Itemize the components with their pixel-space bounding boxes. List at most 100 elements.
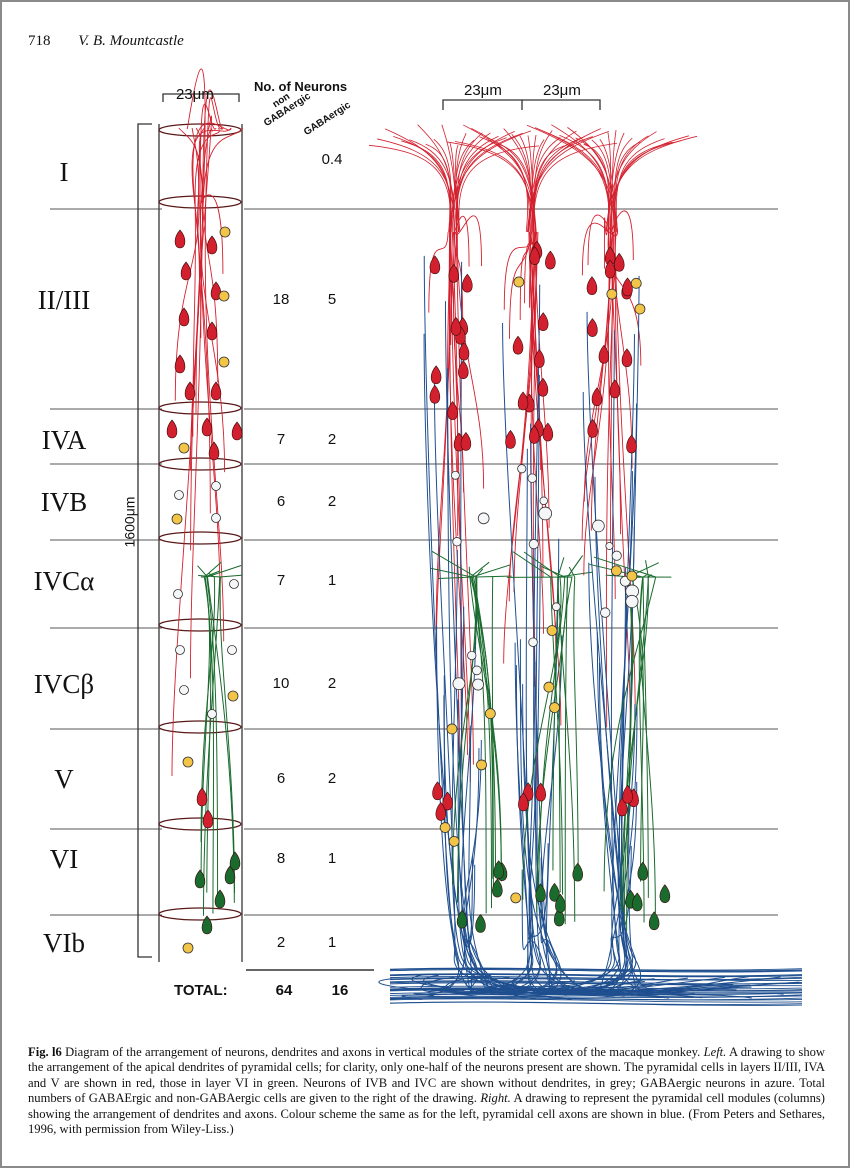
pyramidal-axon: [519, 639, 702, 999]
non-dendritic-neuron: [592, 519, 605, 533]
apical-dendrite-green: [430, 567, 487, 914]
non-dendritic-neuron: [179, 685, 189, 695]
pyramidal-soma: [537, 377, 549, 397]
apical-tuft: [456, 131, 515, 233]
layer-label: IVB: [40, 487, 88, 517]
pyramidal-soma: [542, 422, 554, 442]
non-gaba-count: 6: [276, 770, 286, 787]
column-ring: [158, 720, 242, 734]
gabaergic-neuron: [510, 892, 522, 904]
apical-tuft: [409, 139, 457, 233]
gabaergic-neuron: [630, 277, 642, 289]
pyramidal-soma: [231, 421, 243, 441]
pyramidal-soma-green: [201, 915, 213, 935]
non-dendritic-neuron: [229, 579, 239, 589]
layer-label: IVCα: [33, 566, 95, 596]
apical-tuft: [591, 139, 615, 233]
pyramidal-soma: [587, 419, 598, 438]
column-ring: [158, 457, 242, 471]
page-number: 718: [28, 33, 51, 49]
apical-dendrite: [611, 210, 634, 260]
column-ring: [158, 907, 242, 921]
pyramidal-axon: [451, 549, 800, 993]
gabaergic-neuron: [182, 942, 194, 954]
pyramidal-axon: [598, 705, 662, 994]
apical-tuft: [401, 140, 451, 233]
gabaergic-neuron: [476, 759, 487, 771]
non-gaba-count: 6: [276, 493, 286, 510]
pyramidal-soma: [430, 365, 442, 385]
apical-dendrite: [453, 215, 470, 267]
layer-label: I: [59, 157, 69, 187]
non-dendritic-neuron: [472, 678, 485, 691]
apical-dendrite-green: [491, 575, 494, 892]
non-gaba-count: 18: [272, 291, 290, 308]
axon-bundle: [389, 1001, 803, 1006]
apical-dendrite-green: [506, 576, 573, 893]
pyramidal-soma: [621, 348, 633, 368]
pyramidal-soma-green: [631, 892, 643, 912]
non-dendritic-neuron: [211, 481, 221, 491]
apical-dendrite: [204, 97, 225, 642]
figure-diagram: [50, 68, 803, 1006]
pyramidal-soma: [174, 229, 186, 249]
pyramidal-soma: [458, 341, 470, 361]
non-gaba-count: 2: [276, 934, 286, 951]
apical-tuft: [528, 137, 561, 233]
pyramidal-axon: [460, 261, 725, 992]
apical-dendrite-green: [568, 566, 579, 879]
non-dendritic-neuron: [452, 537, 462, 547]
pyramidal-soma: [210, 381, 222, 401]
non-dendritic-neuron: [227, 645, 237, 655]
gaba-count: 1: [327, 850, 337, 867]
total-label: TOTAL:: [174, 982, 228, 999]
pyramidal-axon: [541, 635, 688, 993]
pyramidal-soma: [529, 246, 540, 266]
right-scale-label-2: 23μm: [543, 82, 581, 99]
right-scale-bracket: [522, 99, 601, 110]
apical-tuft: [533, 130, 553, 233]
apical-dendrite-green: [593, 556, 657, 892]
gabaergic-neuron: [439, 822, 451, 833]
pyramidal-soma: [609, 379, 621, 399]
apical-tuft: [607, 132, 625, 233]
left-scale-label: 23μm: [176, 86, 214, 103]
apical-dendrite-green: [512, 551, 564, 895]
pyramidal-axon: [457, 699, 665, 998]
axon-bundle: [389, 976, 803, 982]
gabaergic-neuron: [171, 513, 183, 525]
pyramidal-soma: [529, 425, 540, 444]
pyramidal-soma: [202, 809, 214, 829]
axon-bundle: [389, 989, 803, 994]
non-dendritic-neuron: [477, 512, 490, 525]
non-dendritic-neuron: [173, 589, 183, 599]
column-ring: [158, 618, 242, 632]
axon-bundle: [389, 981, 803, 987]
caption-text-1: Diagram of the arrangement of neurons, d…: [61, 1045, 704, 1059]
non-dendritic-neuron: [211, 513, 221, 523]
pyramidal-soma-green: [493, 860, 504, 879]
apical-dendrite-green: [552, 557, 565, 871]
non-dendritic-neuron: [611, 550, 622, 561]
non-dendritic-neuron: [467, 650, 477, 661]
gabaergic-neuron: [606, 288, 618, 300]
running-head: 718 V. B. Mountcastle: [28, 33, 184, 50]
gabaergic-neuron: [611, 565, 622, 577]
pyramidal-soma: [587, 318, 598, 337]
pyramidal-soma-green: [535, 883, 546, 903]
gabaergic-neuron: [218, 356, 230, 368]
pyramidal-soma-green: [572, 862, 583, 882]
non-dendritic-neuron: [174, 490, 184, 500]
height-scale-label: 1600μm: [121, 496, 138, 548]
axon-bundle: [389, 992, 803, 995]
apical-dendrite-green: [206, 565, 242, 898]
non-dendritic-neuron: [452, 677, 466, 691]
gabaergic-neuron: [227, 690, 239, 702]
caption-text-3: A drawing to represent the pyramidal cel…: [28, 1091, 825, 1137]
author-name: V. B. Mountcastle: [78, 33, 184, 49]
apical-dendrite: [532, 231, 562, 726]
pyramidal-soma: [535, 782, 547, 802]
apical-tuft: [479, 136, 528, 233]
pyramidal-soma-green: [229, 851, 241, 871]
